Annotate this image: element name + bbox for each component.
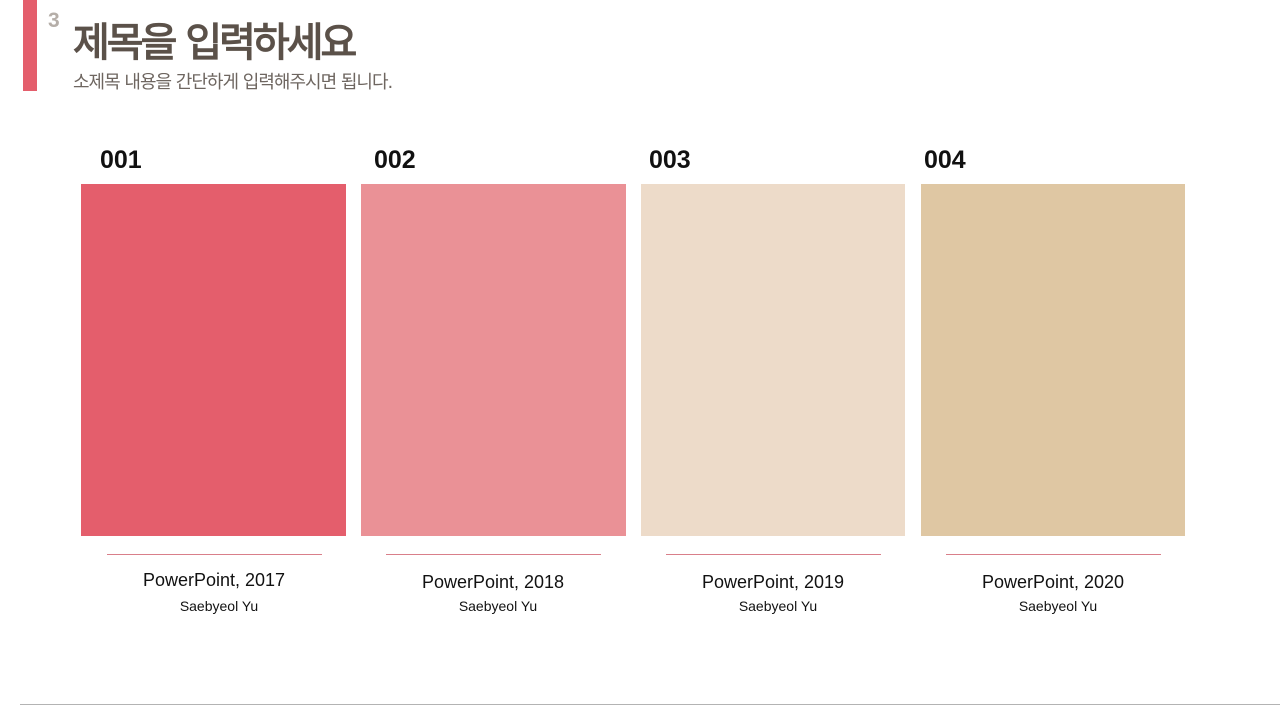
title-accent-bar [23,0,37,91]
page-title[interactable]: 제목을 입력하세요 [73,20,357,66]
card-4-divider [946,554,1161,555]
card-2-author[interactable]: Saebyeol Yu [458,598,538,614]
card-1-number[interactable]: 001 [100,146,142,174]
card-2-number[interactable]: 002 [374,146,416,174]
card-3-author[interactable]: Saebyeol Yu [738,598,818,614]
card-2-divider [386,554,601,555]
card-1-caption[interactable]: PowerPoint, 2017 [142,570,286,590]
card-2-color-swatch[interactable] [361,184,626,536]
card-3-divider [666,554,881,555]
card-1-divider [107,554,322,555]
card-3-color-swatch[interactable] [641,184,905,536]
page-subtitle[interactable]: 소제목 내용을 간단하게 입력해주시면 됩니다. [73,72,393,93]
slide-number: 3 [48,9,60,32]
card-3-number[interactable]: 003 [649,146,691,174]
card-4-color-swatch[interactable] [921,184,1185,536]
card-4-author[interactable]: Saebyeol Yu [1018,598,1098,614]
footer-divider-line [20,704,1280,705]
card-3-caption[interactable]: PowerPoint, 2019 [701,572,845,592]
card-4-number[interactable]: 004 [924,146,966,174]
card-1-color-swatch[interactable] [81,184,346,536]
card-4-caption[interactable]: PowerPoint, 2020 [981,572,1125,592]
card-1-author[interactable]: Saebyeol Yu [179,598,259,614]
card-2-caption[interactable]: PowerPoint, 2018 [421,572,565,592]
